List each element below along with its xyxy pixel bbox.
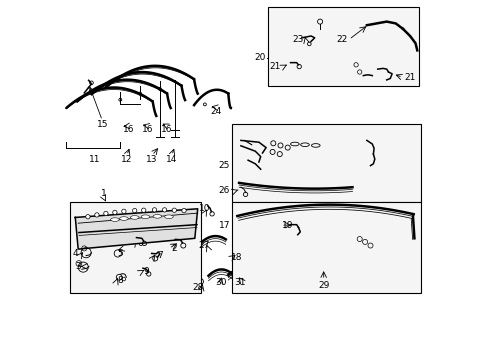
Text: 27: 27 (198, 241, 209, 250)
FancyBboxPatch shape (70, 202, 201, 293)
Text: 31: 31 (234, 278, 245, 287)
Ellipse shape (153, 215, 162, 218)
Text: 23: 23 (292, 35, 304, 44)
Circle shape (172, 208, 176, 212)
Text: 30: 30 (215, 278, 226, 287)
Text: 7: 7 (157, 251, 163, 260)
Text: 21: 21 (404, 73, 415, 82)
Ellipse shape (164, 215, 173, 219)
FancyBboxPatch shape (231, 124, 420, 202)
Text: 11: 11 (89, 154, 101, 163)
Circle shape (122, 209, 126, 213)
Text: 15: 15 (96, 120, 108, 129)
Ellipse shape (120, 217, 128, 220)
Text: 16: 16 (142, 125, 153, 134)
Circle shape (103, 211, 108, 216)
Polygon shape (75, 209, 197, 249)
Ellipse shape (130, 216, 139, 219)
Circle shape (95, 213, 99, 217)
Text: 1: 1 (101, 189, 107, 198)
Text: 9: 9 (143, 267, 149, 276)
Text: 21: 21 (268, 62, 280, 71)
Text: 2: 2 (171, 244, 177, 253)
Text: 17: 17 (218, 220, 230, 230)
Text: 16: 16 (122, 125, 134, 134)
Circle shape (85, 215, 90, 219)
Ellipse shape (141, 215, 149, 219)
Text: 24: 24 (210, 107, 221, 116)
Text: 25: 25 (218, 161, 230, 170)
Ellipse shape (110, 218, 119, 221)
Text: 12: 12 (121, 154, 132, 163)
Text: 3: 3 (75, 262, 81, 271)
Text: 18: 18 (230, 253, 242, 262)
Circle shape (132, 208, 137, 213)
Text: 29: 29 (317, 281, 329, 289)
Text: 28: 28 (192, 283, 203, 292)
Circle shape (162, 208, 166, 212)
Text: 13: 13 (146, 154, 158, 163)
Text: 10: 10 (199, 204, 210, 213)
FancyBboxPatch shape (267, 7, 418, 86)
Text: 6: 6 (137, 238, 142, 248)
Circle shape (141, 208, 145, 212)
Text: 19: 19 (282, 220, 293, 230)
Text: 16: 16 (161, 125, 172, 134)
Text: 14: 14 (166, 154, 177, 163)
Text: 22: 22 (335, 35, 346, 44)
Text: 20: 20 (253, 53, 265, 62)
Circle shape (182, 208, 186, 213)
Text: 8: 8 (117, 276, 123, 285)
Text: 4: 4 (72, 249, 78, 258)
FancyBboxPatch shape (231, 202, 420, 293)
Circle shape (152, 208, 156, 212)
Text: 26: 26 (218, 186, 230, 195)
Circle shape (113, 210, 117, 215)
Text: 5: 5 (117, 249, 123, 258)
